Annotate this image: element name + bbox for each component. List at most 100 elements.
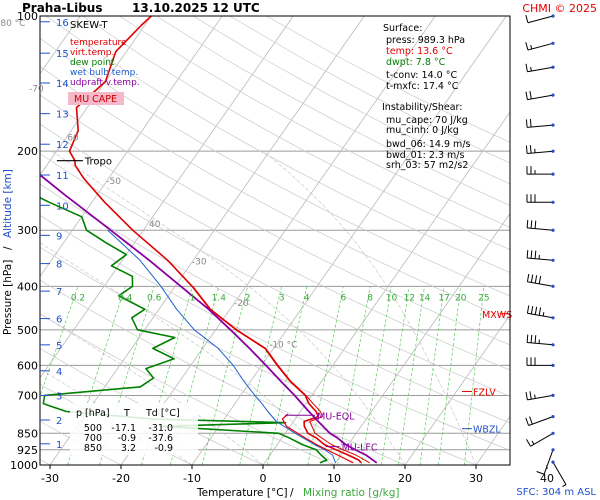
- x-axis-label: Temperature [°C]: [196, 487, 288, 499]
- x-tick-0: 0: [260, 472, 267, 485]
- wind-barb-half: [530, 45, 533, 50]
- mixing-ratio-line: [307, 286, 344, 465]
- instability-title: Instability/Shear:: [382, 102, 462, 113]
- altitude-tick-6: 6: [56, 315, 62, 326]
- dry-adiabat: [40, 420, 122, 465]
- table-background: [70, 403, 198, 455]
- mixing-ratio-label: 1: [190, 293, 196, 303]
- x-axis-separator: /: [290, 487, 294, 499]
- wind-barb: [525, 145, 555, 154]
- dry-adiabat: [156, 16, 510, 206]
- wind-barb-dot: [551, 14, 555, 18]
- table-cell: -31.0: [148, 423, 173, 434]
- wind-barb-dot: [551, 228, 555, 232]
- series-udpraft-v-temp-: [40, 173, 378, 464]
- pressure-tick-600: 600: [17, 359, 38, 372]
- wind-barb-dot: [551, 393, 555, 397]
- mixing-ratio-line: [380, 286, 410, 465]
- dry-adiabat: [40, 94, 510, 346]
- surface-line: dwpt: 7.8 °C: [386, 57, 446, 68]
- table-cell: 3.2: [121, 443, 136, 454]
- table-cell: 700: [84, 433, 102, 444]
- legend-item: dew point: [70, 58, 115, 68]
- markers: Tropo MU-EQL MU-LFC FZLV WBZL MXWS: [56, 157, 512, 454]
- isotherm: [333, 212, 510, 465]
- mixing-ratio-label: 1.4: [212, 293, 227, 303]
- isotherm: [547, 16, 600, 465]
- wind-barb-dot: [551, 448, 555, 452]
- isotherm-label: -30: [192, 258, 207, 268]
- surface-line: t-mxfc: 17.4 °C: [386, 81, 459, 92]
- isotherm-label: -80 °C: [0, 19, 25, 29]
- dry-adiabat: [40, 313, 335, 465]
- isotherm: [262, 111, 510, 465]
- plot-frame: [39, 15, 511, 466]
- wind-barb-dot: [551, 93, 555, 97]
- isotherm: [404, 314, 510, 465]
- altitude-tick-14: 14: [56, 79, 69, 90]
- wind-barb-staff: [527, 394, 554, 401]
- dry-adiabat: [82, 16, 510, 251]
- wind-barb-full: [525, 42, 529, 51]
- table-cell: -0.9: [154, 443, 173, 454]
- x-tick-30: 30: [469, 472, 483, 485]
- mxws-label: MXWS: [482, 310, 512, 321]
- wind-barb-full: [530, 220, 533, 229]
- wind-barb-half: [534, 394, 536, 399]
- wind-barb-full: [534, 275, 538, 284]
- mixing-ratio-label: 0.6: [147, 293, 162, 303]
- mixing-ratio-line: [337, 286, 371, 465]
- pressure-tick-700: 700: [17, 389, 38, 402]
- pressure-tick-100: 100: [17, 10, 38, 23]
- isotherm-label: 60: [67, 134, 79, 144]
- altitude-tick-2: 2: [56, 416, 62, 427]
- surface-title: Surface:: [383, 23, 422, 34]
- wind-barb: [526, 166, 555, 176]
- table-cell: -0.9: [117, 433, 136, 444]
- dry-adiabat: [119, 16, 510, 228]
- wind-barb: [526, 334, 555, 347]
- moist-adiabat: [262, 150, 477, 465]
- mixing-ratio-line: [397, 286, 425, 465]
- mixing-ratio-label: 20: [455, 293, 467, 303]
- wind-barb: [526, 357, 555, 367]
- legend-item: wet bulb temp.: [70, 68, 138, 78]
- mu-eql-label: MU-EQL: [317, 411, 355, 422]
- wind-barb-full: [525, 91, 528, 100]
- series-dew-point: [40, 196, 328, 464]
- wind-barb-full: [525, 145, 528, 154]
- wind-barb-half: [542, 312, 545, 317]
- pressure-tick-1000: 1000: [10, 459, 38, 472]
- altitude-tick-12: 12: [56, 140, 69, 151]
- isotherm: [191, 16, 507, 465]
- surface-line: press: 989.3 hPa: [386, 35, 465, 46]
- dry-adiabat: [40, 246, 477, 465]
- dry-adiabat: [40, 123, 510, 371]
- pressure-tick-925: 925: [17, 444, 38, 457]
- isotherm: [0, 16, 9, 465]
- wind-barb-dot: [551, 363, 555, 367]
- x-tick-10: 10: [327, 472, 341, 485]
- wind-barb-full: [525, 391, 528, 401]
- wind-barb: [525, 63, 555, 73]
- wind-barb-dot: [551, 460, 555, 464]
- mixing-ratio-line: [201, 286, 249, 465]
- wind-barb: [526, 219, 555, 232]
- mixing-ratio-line: [267, 286, 308, 465]
- wind-barb-full: [526, 273, 530, 282]
- legend-item: virt.temp.: [70, 48, 114, 58]
- mixing-ratio-line: [239, 286, 283, 465]
- legend-item: udpraft v.temp.: [70, 78, 140, 88]
- wind-barb-full: [529, 90, 532, 100]
- wind-barb-full: [525, 417, 530, 426]
- wind-barb-dot: [551, 172, 555, 176]
- wind-barb-staff: [527, 15, 554, 24]
- wind-barb-dot: [551, 41, 555, 45]
- altitude-tick-11: 11: [56, 171, 69, 182]
- altitude-tick-13: 13: [56, 110, 69, 121]
- x-axis-label-2: Mixing ratio [g/kg]: [303, 487, 399, 499]
